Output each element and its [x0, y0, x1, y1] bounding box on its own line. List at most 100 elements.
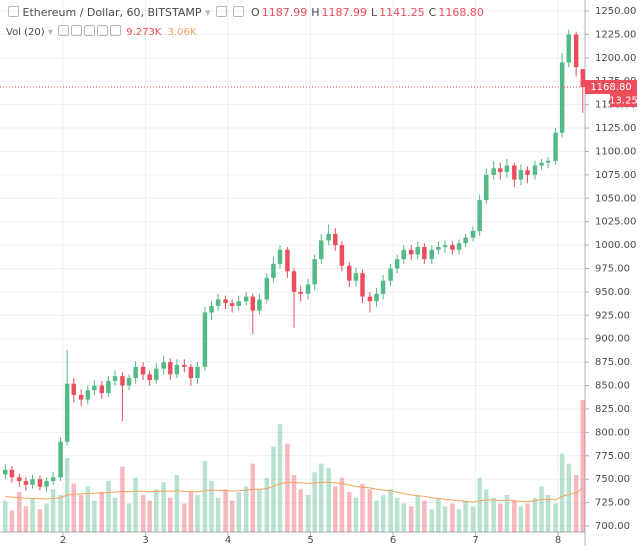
dropdown-icon[interactable]: ▾: [47, 27, 53, 38]
candle-body: [85, 390, 91, 400]
volume-bar: [566, 463, 571, 532]
candle-body: [147, 374, 152, 380]
candle-body: [339, 245, 345, 266]
volume-bar: [37, 509, 43, 532]
candle-body: [566, 34, 571, 63]
y-tick-label: 825.00: [595, 404, 630, 415]
volume-bar: [436, 497, 441, 532]
volume-bar: [78, 494, 84, 532]
more-icon[interactable]: [110, 25, 122, 36]
candle-body: [126, 378, 132, 386]
remove-icon[interactable]: [97, 25, 109, 36]
candle-body: [58, 441, 63, 478]
volume-bar: [257, 489, 262, 532]
candle-body: [106, 380, 111, 394]
candle-body: [463, 237, 468, 244]
collapse-icon[interactable]: [8, 6, 19, 17]
candle-body: [525, 170, 530, 175]
ohlc-legend: O 1187.99 H 1187.99 L 1141.25 C 1168.80: [247, 6, 484, 19]
volume-bar: [374, 500, 379, 532]
volume-bar: [147, 500, 152, 532]
volume-bar: [532, 497, 538, 532]
ohlc-value: 1187.99: [321, 6, 368, 19]
y-tick-label: 850.00: [595, 381, 630, 392]
candle-body: [161, 362, 166, 369]
volume-bar: [236, 492, 241, 532]
volume-bar: [367, 489, 373, 532]
volume-bar: [140, 494, 146, 532]
candle-body: [71, 383, 76, 395]
x-tick-label: 5: [307, 535, 313, 546]
volume-bar: [112, 497, 118, 532]
volume-bar: [512, 500, 517, 532]
candle-body: [209, 305, 214, 313]
candle-body: [168, 362, 173, 375]
candle-body: [223, 299, 228, 304]
ohlc-value: 1168.80: [438, 6, 484, 19]
candle-body: [174, 364, 180, 375]
y-tick-label: 1200.00: [595, 53, 636, 64]
candle-body: [319, 240, 324, 260]
volume-bar: [120, 466, 125, 532]
candle-body: [202, 312, 208, 367]
y-tick-label: 900.00: [595, 334, 630, 345]
candle-body: [415, 246, 421, 255]
candle-body: [133, 366, 138, 379]
volume-bar: [174, 475, 180, 532]
volume-bar: [195, 494, 200, 532]
volume-bar: [154, 489, 159, 532]
candle-body: [140, 366, 146, 375]
volume-bar: [92, 500, 97, 532]
candle-body: [553, 132, 558, 161]
candle-body: [64, 383, 70, 442]
hide-icon[interactable]: [232, 6, 244, 17]
candle-body: [491, 168, 496, 175]
volume-bar: [3, 500, 8, 532]
candle-body: [470, 231, 476, 238]
x-tick-label: 6: [390, 535, 396, 546]
volume-bar: [161, 482, 166, 532]
volume-bar: [271, 446, 276, 532]
volume-bar: [58, 494, 63, 532]
x-tick-label: 2: [60, 535, 66, 546]
volume-bar: [168, 497, 173, 532]
ohlc-key: H: [311, 6, 320, 19]
candle-body: [442, 245, 448, 247]
volume-bar: [44, 503, 49, 532]
settings-icon[interactable]: [216, 6, 228, 17]
volume-bar: [491, 497, 496, 532]
candle-body: [512, 165, 517, 180]
y-tick-label: 775.00: [595, 451, 630, 462]
visibility-icon[interactable]: [58, 25, 70, 36]
y-tick-label: 1225.00: [595, 29, 636, 40]
volume-bar: [209, 480, 214, 532]
volume-bar: [99, 492, 105, 532]
volume-bar: [333, 486, 338, 532]
add-icon[interactable]: [84, 25, 96, 36]
candle-body: [298, 291, 303, 294]
candle-body: [367, 296, 373, 302]
volume-bar: [312, 472, 317, 532]
volume-bar: [415, 494, 421, 532]
volume-bar: [9, 510, 15, 532]
volume-ma-value: 3.06K: [167, 27, 197, 38]
volume-bar: [539, 486, 544, 532]
volume-bar: [470, 506, 476, 532]
candle-body: [347, 265, 352, 281]
candle-body: [539, 162, 544, 166]
candle-body: [154, 368, 159, 380]
candle-body: [436, 246, 441, 250]
y-tick-label: 975.00: [595, 264, 630, 275]
volume-bar: [408, 506, 414, 532]
volume-bar: [243, 486, 249, 532]
last-price-label: 1168.80: [590, 82, 631, 93]
candle-body: [394, 259, 400, 269]
dropdown-icon[interactable]: ▾: [205, 6, 211, 19]
settings-icon[interactable]: [71, 25, 83, 36]
volume-bar: [450, 503, 455, 532]
volume-bar: [573, 475, 579, 532]
candle-body: [305, 284, 311, 294]
candle-body: [3, 469, 8, 475]
candle-body: [559, 62, 565, 133]
candle-body: [429, 249, 435, 260]
